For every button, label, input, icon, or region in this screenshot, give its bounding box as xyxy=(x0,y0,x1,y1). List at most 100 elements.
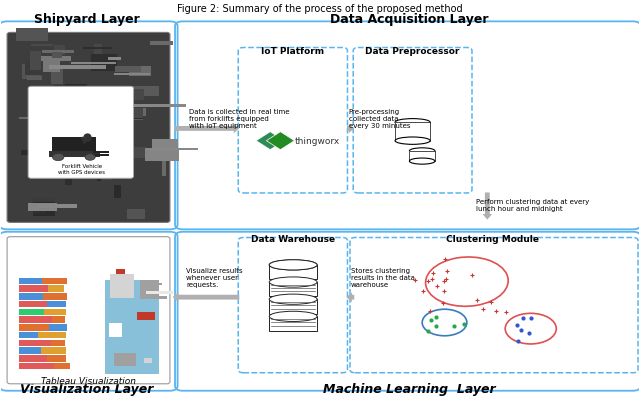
Bar xyxy=(109,274,134,298)
Bar xyxy=(137,312,156,321)
Bar xyxy=(154,283,162,285)
Bar xyxy=(49,66,106,70)
Bar xyxy=(33,202,55,217)
Bar xyxy=(22,65,40,79)
Ellipse shape xyxy=(269,260,317,270)
Bar xyxy=(42,51,74,54)
Bar xyxy=(83,48,112,49)
Bar xyxy=(28,203,57,211)
Bar xyxy=(140,297,167,299)
Bar xyxy=(38,204,77,209)
Bar xyxy=(33,208,45,214)
Text: Data Acquisition Layer: Data Acquisition Layer xyxy=(330,13,489,25)
Bar xyxy=(42,278,67,284)
Bar xyxy=(269,299,317,314)
Bar xyxy=(47,355,67,362)
Bar xyxy=(31,45,52,46)
Bar xyxy=(102,162,113,181)
Bar xyxy=(269,282,317,297)
Text: Data Warehouse: Data Warehouse xyxy=(251,235,335,244)
Text: Visualization Layer: Visualization Layer xyxy=(20,382,154,395)
Bar xyxy=(93,131,97,145)
Ellipse shape xyxy=(395,119,430,127)
Bar xyxy=(109,324,122,337)
Bar xyxy=(395,123,430,142)
Bar xyxy=(64,152,83,171)
Bar xyxy=(54,46,65,56)
Bar xyxy=(108,177,115,178)
Bar xyxy=(105,280,159,374)
Bar xyxy=(52,137,97,153)
Polygon shape xyxy=(256,133,284,150)
Bar xyxy=(269,299,317,314)
Bar xyxy=(140,281,159,296)
Bar xyxy=(129,108,143,118)
Text: Clustering Module: Clustering Module xyxy=(446,235,539,244)
Bar xyxy=(93,151,109,153)
Bar xyxy=(108,125,125,126)
Bar xyxy=(38,96,56,109)
Bar xyxy=(269,265,317,279)
Text: Forklift Vehicle
with GPS devices: Forklift Vehicle with GPS devices xyxy=(58,164,106,175)
Bar xyxy=(144,359,152,364)
Bar xyxy=(146,148,198,151)
Bar xyxy=(108,58,122,61)
Bar xyxy=(94,134,122,139)
Ellipse shape xyxy=(269,277,317,288)
Bar xyxy=(110,116,143,120)
Bar xyxy=(163,160,166,177)
Bar xyxy=(130,105,186,108)
Bar xyxy=(44,309,67,315)
Bar xyxy=(115,353,136,366)
FancyBboxPatch shape xyxy=(7,33,170,223)
Bar xyxy=(19,293,43,300)
Bar xyxy=(89,90,101,107)
Bar xyxy=(269,317,317,331)
Bar xyxy=(71,63,116,65)
Bar xyxy=(111,90,144,101)
Text: Machine Learning  Layer: Machine Learning Layer xyxy=(323,382,496,395)
Bar xyxy=(19,355,47,362)
Bar xyxy=(115,186,121,199)
Bar xyxy=(19,309,44,315)
Bar xyxy=(410,151,435,162)
Text: Stores clustering
results in the data
warehouse: Stores clustering results in the data wa… xyxy=(351,267,415,288)
Bar xyxy=(58,135,73,137)
Bar xyxy=(92,55,117,72)
Bar xyxy=(19,317,52,323)
Bar xyxy=(51,68,63,85)
Ellipse shape xyxy=(269,260,317,270)
Text: Figure 2: Summary of the process of the proposed method: Figure 2: Summary of the process of the … xyxy=(177,4,463,14)
Bar xyxy=(146,292,173,294)
Bar xyxy=(127,210,145,220)
Bar xyxy=(130,86,159,97)
Bar xyxy=(19,278,42,284)
Bar xyxy=(19,118,34,120)
Bar xyxy=(19,363,54,370)
Bar xyxy=(60,157,69,166)
Bar xyxy=(94,45,102,56)
Bar xyxy=(269,282,317,297)
Text: Pre-processing
collected data
every 30 minutes: Pre-processing collected data every 30 m… xyxy=(349,109,410,129)
Bar xyxy=(19,285,48,292)
Text: Perform clustering data at every
lunch hour and midnight: Perform clustering data at every lunch h… xyxy=(476,198,589,211)
Bar xyxy=(48,285,64,292)
Bar xyxy=(30,175,56,179)
Bar xyxy=(43,61,60,73)
Bar xyxy=(27,76,42,81)
Bar xyxy=(145,148,179,162)
Bar xyxy=(132,148,146,159)
Ellipse shape xyxy=(269,312,317,322)
Bar xyxy=(39,153,51,165)
Text: Shipyard Layer: Shipyard Layer xyxy=(34,13,140,25)
Bar xyxy=(116,108,146,117)
Bar xyxy=(67,129,95,137)
Bar xyxy=(152,139,178,151)
Bar xyxy=(33,94,38,101)
Bar xyxy=(114,74,150,76)
Bar xyxy=(49,324,67,331)
Bar xyxy=(25,62,42,76)
Bar xyxy=(19,340,51,346)
Bar xyxy=(93,127,104,128)
Bar xyxy=(43,293,67,300)
